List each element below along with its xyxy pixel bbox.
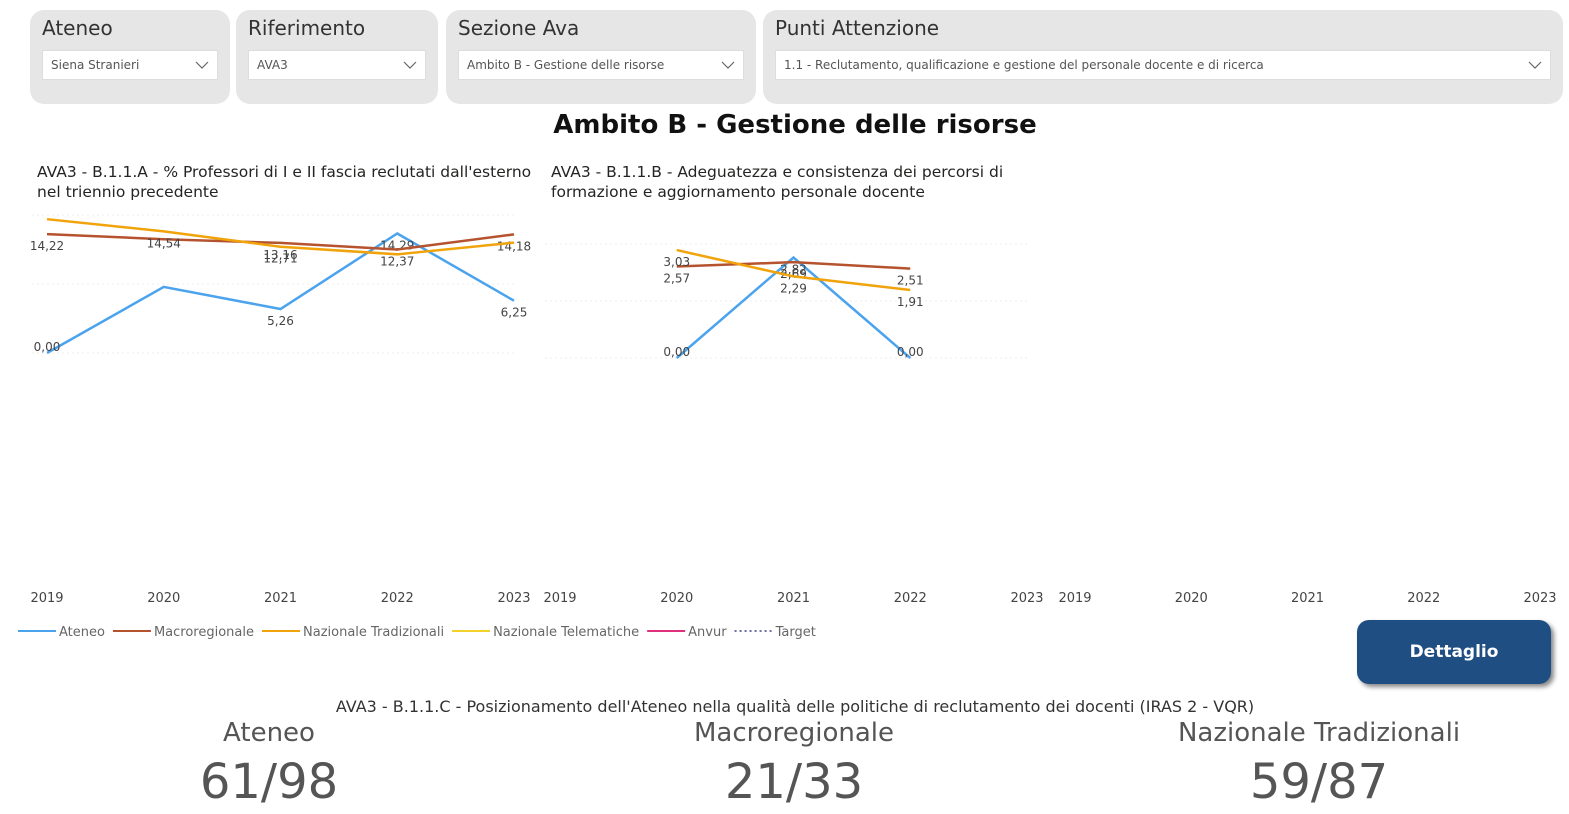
x-tick-label: 2023 [1523,591,1556,606]
data-label: 1,91 [897,295,924,309]
filter-label: Punti Attenzione [775,16,940,40]
data-label: 0,00 [663,345,690,359]
data-label: 14,18 [497,239,531,253]
filter-value: Siena Stranieri [51,58,140,72]
filter-dropdown[interactable]: AVA3 [248,50,426,80]
data-label: 0,00 [34,340,61,354]
data-label: 2,82 [780,263,807,277]
filter-card: Punti Attenzione 1.1 - Reclutamento, qual… [763,10,1563,104]
filter-label: Ateneo [42,16,113,40]
kpi-card: Nazionale Tradizionali 59/87 [1069,718,1569,810]
series-line [46,217,515,256]
filter-value: Ambito B - Gestione delle risorse [467,58,665,72]
x-tick-label: 2021 [264,591,297,606]
series-line [46,232,515,251]
filter-card: Riferimento AVA3 [236,10,438,104]
x-tick-label: 2021 [1291,591,1324,606]
kpi-card: Macroregionale 21/33 [544,718,1044,810]
chevron [403,61,417,69]
filter-value: AVA3 [257,58,288,72]
chevron [721,61,735,69]
legend-label: Macroregionale [154,625,254,640]
filter-label: Riferimento [248,16,366,40]
series-line [676,260,911,270]
x-tick-label: 2023 [497,591,530,606]
section-heading: Ambito B - Gestione delle risorse [553,110,1037,140]
filter-dropdown[interactable]: 1.1 - Reclutamento, qualificazione e ges… [775,50,1551,80]
x-tick-label: 2020 [660,591,693,606]
x-tick-label: 2022 [381,591,414,606]
data-label: 14,54 [147,236,181,250]
data-label: 12,71 [263,252,297,266]
series-line [675,255,912,359]
legend-label: Target [775,625,816,640]
x-tick-label: 2022 [894,591,927,606]
x-tick-label: 2020 [147,591,180,606]
filter-card: Ateneo Siena Stranieri [30,10,230,104]
legend-label: Nazionale Telematiche [493,625,639,640]
data-label: 0,00 [897,345,924,359]
filter-card: Sezione Ava Ambito B - Gestione delle ris… [446,10,756,104]
kpi-card: Ateneo 61/98 [19,718,519,810]
kpi-value: 21/33 [724,754,864,810]
kpi-label: Nazionale Tradizionali [1177,718,1461,748]
chevron [195,61,209,69]
x-tick-label: 2022 [1407,591,1440,606]
filter-label: Sezione Ava [458,16,580,40]
x-tick-label: 2019 [543,591,576,606]
detail-button[interactable]: Dettaglio [1357,620,1551,684]
chart-title: AVA3 - B.1.1.B - Adeguatezza e consisten… [551,163,1004,201]
filter-dropdown[interactable]: Siena Stranieri [42,50,218,80]
kpi-title: AVA3 - B.1.1.C - Posizionamento dell'Ate… [335,697,1255,716]
series-line [46,232,515,355]
kpi-label: Macroregionale [693,718,895,748]
chevron [1528,61,1542,69]
legend-label: Nazionale Tradizionali [303,625,444,640]
data-label: 3,03 [663,255,690,269]
data-label: 5,26 [267,314,294,328]
kpi-label: Ateneo [223,718,315,748]
data-label: 6,25 [501,306,528,320]
kpi-value: 61/98 [199,754,339,810]
filter-dropdown[interactable]: Ambito B - Gestione delle risorse [458,50,744,80]
data-label: 2,29 [780,281,807,295]
data-label: 14,22 [30,239,64,253]
x-tick-label: 2019 [30,591,63,606]
data-label: 2,51 [897,274,924,288]
legend-label: Ateneo [59,625,105,640]
chart-title: AVA3 - B.1.1.A - % Professori di I e II … [37,163,532,201]
x-tick-label: 2021 [777,591,810,606]
x-tick-label: 2019 [1058,591,1091,606]
x-tick-label: 2023 [1010,591,1043,606]
data-label: 2,57 [663,271,690,285]
kpi-value: 59/87 [1249,754,1389,810]
data-label: 13,16 [263,248,297,262]
filter-value: 1.1 - Reclutamento, qualificazione e ges… [784,58,1264,72]
legend-label: Anvur [688,625,727,640]
data-label: 12,37 [380,255,414,269]
x-tick-label: 2020 [1175,591,1208,606]
series-line [676,248,911,292]
